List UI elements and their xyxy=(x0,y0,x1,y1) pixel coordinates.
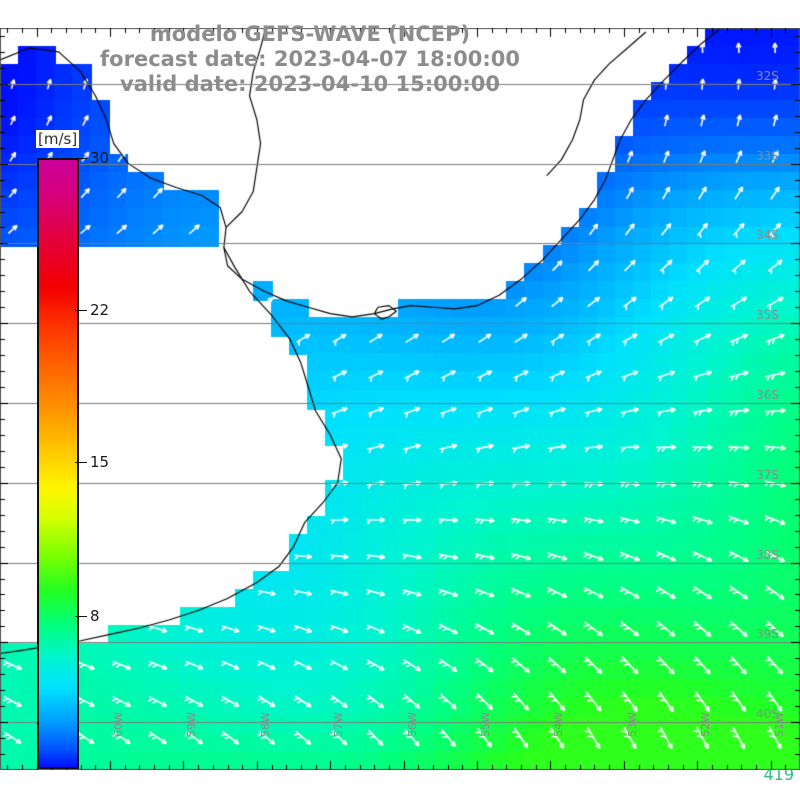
colorbar-gradient xyxy=(37,158,79,769)
colorbar-tick-mark xyxy=(75,158,87,159)
colorbar-tick-label: 8 xyxy=(90,607,100,626)
corner-stamp: 419 xyxy=(763,765,794,784)
lon-tick-label: 56W xyxy=(405,712,419,737)
colorbar-tick-mark xyxy=(75,616,87,618)
axis-ticks-bottom xyxy=(0,760,800,770)
lat-tick-label: 40S xyxy=(756,707,779,722)
colorbar-tick-mark xyxy=(75,309,87,311)
lat-tick-label: 32S xyxy=(756,68,779,83)
lat-tick-label: 36S xyxy=(756,387,779,402)
lon-tick-label: 55W xyxy=(479,712,493,737)
colorbar-tick-label: 15 xyxy=(90,452,110,471)
colorbar-tick-label: 30 xyxy=(90,149,110,167)
colorbar-tick-mark xyxy=(75,461,87,463)
map-plot-area[interactable] xyxy=(0,28,800,770)
lon-tick-label: 52W xyxy=(699,712,713,737)
lat-tick-label: 37S xyxy=(756,467,779,482)
colorbar-unit-label: [m/s] xyxy=(36,130,80,148)
lon-tick-label: 58W xyxy=(258,712,272,737)
lon-tick-label: 57W xyxy=(332,712,346,737)
axis-ticks-top xyxy=(0,28,800,38)
lat-tick-label: 35S xyxy=(756,308,779,323)
graticule-grid-layer xyxy=(0,28,800,770)
lon-tick-label: 60W xyxy=(112,712,126,737)
lon-tick-label: 54W xyxy=(552,712,566,737)
lat-tick-label: 34S xyxy=(756,228,779,243)
lat-tick-label: 38S xyxy=(756,547,779,562)
axis-ticks-right xyxy=(790,28,800,770)
lon-tick-label: 59W xyxy=(185,712,199,737)
lon-tick-label: 53W xyxy=(625,712,639,737)
colorbar-tick-label: 22 xyxy=(90,300,110,319)
lat-tick-label: 39S xyxy=(756,627,779,642)
lat-tick-label: 33S xyxy=(756,148,779,163)
axis-ticks-left xyxy=(0,28,8,770)
